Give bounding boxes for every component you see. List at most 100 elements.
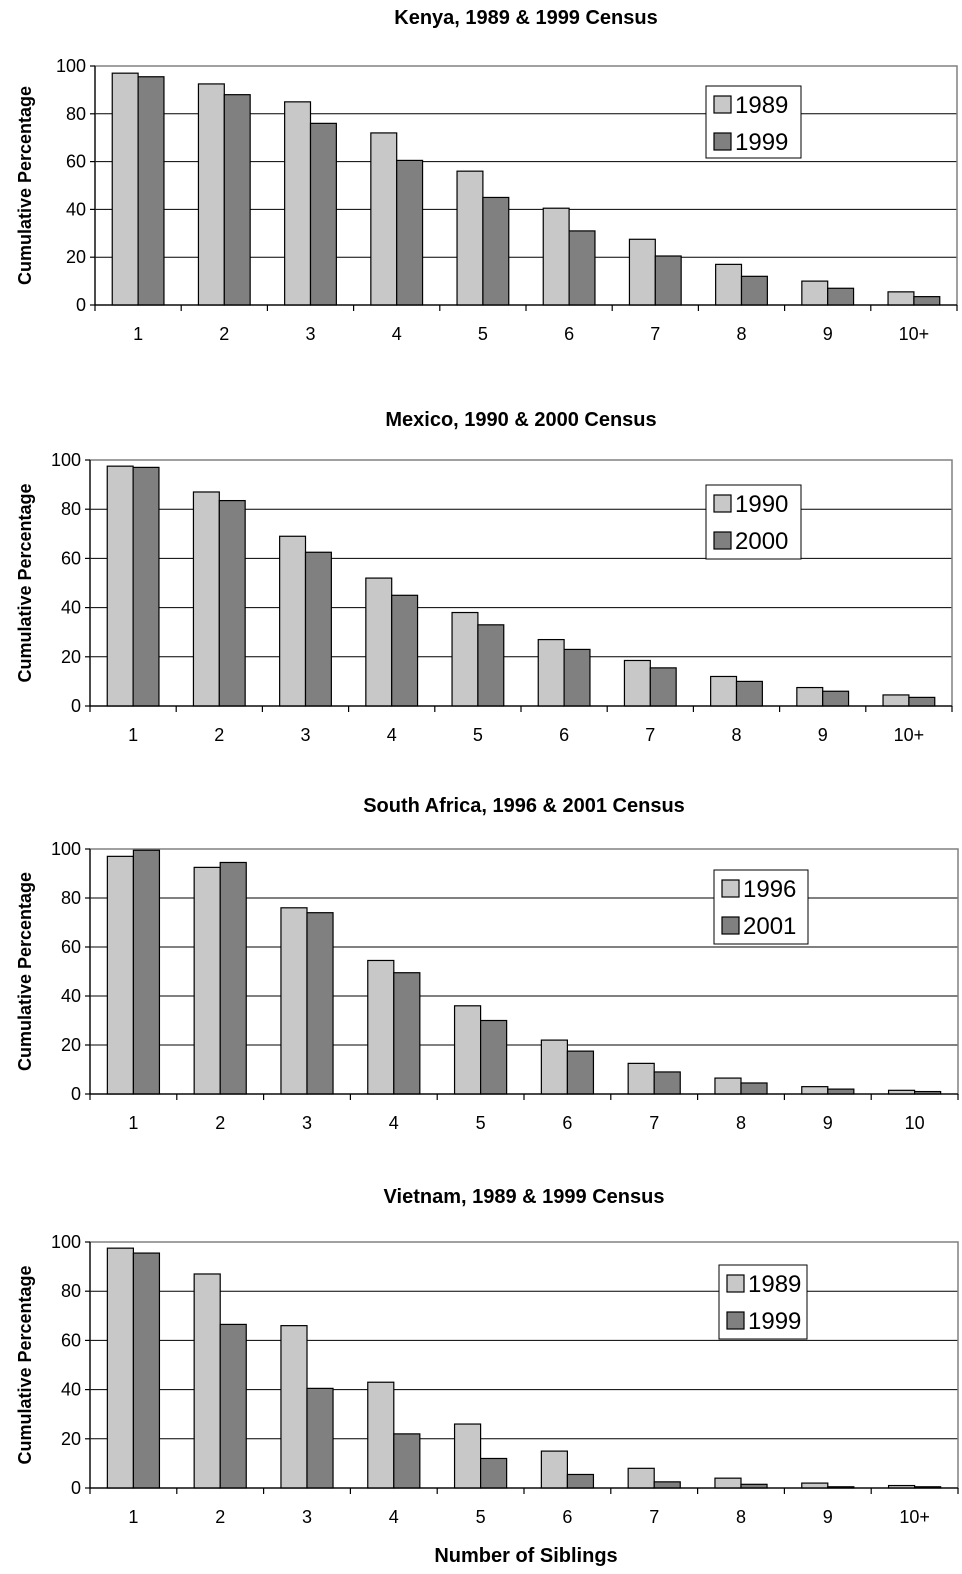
bar-1996-4 [367, 959, 395, 1095]
bar-1990-9 [796, 686, 824, 707]
bar-1989-7 [628, 238, 656, 306]
bar-1989-7 [627, 1467, 655, 1489]
legend-swatch-2000 [713, 531, 732, 550]
legend-label-1999: 1999 [748, 1308, 801, 1335]
x-tick-label: 1 [133, 324, 143, 344]
bar-2001-7 [653, 1071, 681, 1095]
chart-panel-4: Vietnam, 1989 & 1999 Census 0 20 40 60 80 100 1… [15, 1186, 959, 1527]
bar-1990-10+ [882, 694, 910, 707]
bar-1999-4 [396, 159, 424, 306]
legend-label-1999: 1999 [735, 129, 788, 156]
x-tick-label: 6 [559, 725, 569, 745]
bar-1999-6 [568, 230, 596, 306]
y-tick-label: 0 [71, 1084, 81, 1104]
y-tick-label: 0 [76, 295, 86, 315]
bar-1996-1 [106, 855, 135, 1095]
x-tick-label: 4 [387, 725, 397, 745]
bar-1996-8 [714, 1077, 742, 1095]
x-tick-label: 5 [476, 1113, 486, 1133]
bar-1989-4 [367, 1381, 395, 1489]
legend-label-2001: 2001 [743, 913, 796, 940]
chart-panel-2: Mexico, 1990 & 2000 Census 0 20 40 60 80 100 1 2… [15, 409, 953, 745]
bar-2001-3 [306, 912, 334, 1095]
legend: 1989 1999 [705, 85, 802, 159]
x-tick-label: 7 [649, 1113, 659, 1133]
x-tick-label: 8 [736, 1507, 746, 1527]
bar-1989-3 [280, 1325, 308, 1489]
x-tick-label: 1 [128, 1507, 138, 1527]
bar-1999-8 [740, 275, 768, 306]
bar-1996-9 [801, 1086, 829, 1095]
bar-1996-7 [627, 1062, 655, 1095]
bar-1989-6 [540, 1450, 568, 1489]
x-tick-label: 9 [823, 324, 833, 344]
bar-2000-3 [304, 551, 332, 707]
bar-1989-9 [801, 1482, 829, 1489]
bar-1990-4 [365, 577, 393, 707]
y-tick-label: 80 [61, 1281, 81, 1301]
x-tick-label: 7 [650, 324, 660, 344]
bar-2001-1 [132, 849, 161, 1095]
y-tick-label: 80 [61, 499, 81, 519]
chart-title: Kenya, 1989 & 1999 Census [394, 7, 658, 29]
x-tick-label: 6 [562, 1507, 572, 1527]
bar-1990-7 [623, 659, 651, 707]
bar-1989-3 [284, 101, 312, 306]
y-tick-label: 80 [61, 888, 81, 908]
x-tick-label: 8 [736, 324, 746, 344]
bar-1999-9 [827, 287, 855, 306]
bar-1999-5 [482, 196, 510, 306]
bar-1990-5 [451, 611, 479, 707]
y-tick-label: 20 [61, 647, 81, 667]
bar-1990-3 [279, 535, 307, 707]
bar-1996-3 [280, 907, 308, 1095]
y-tick-label: 100 [51, 839, 81, 859]
bar-2001-2 [219, 861, 247, 1095]
legend-label-2000: 2000 [735, 528, 788, 555]
bar-1996-5 [453, 1005, 482, 1095]
x-tick-label: 6 [562, 1113, 572, 1133]
bar-1999-4 [393, 1433, 421, 1489]
legend-swatch-1989 [713, 95, 732, 114]
x-tick-label: 1 [128, 1113, 138, 1133]
bar-1990-8 [710, 675, 738, 707]
x-tick-label: 8 [731, 725, 741, 745]
y-tick-label: 40 [61, 1380, 81, 1400]
bar-2000-7 [649, 667, 677, 707]
bar-1999-6 [566, 1473, 595, 1489]
legend-label-1990: 1990 [735, 491, 788, 518]
bar-1989-1 [111, 72, 139, 306]
bar-1999-3 [309, 122, 337, 306]
x-tick-label: 3 [300, 725, 310, 745]
bar-1999-3 [306, 1387, 334, 1489]
x-tick-label: 3 [305, 324, 315, 344]
y-tick-label: 0 [71, 1478, 81, 1498]
x-tick-label: 2 [214, 725, 224, 745]
y-tick-label: 60 [61, 937, 81, 957]
y-tick-label: 40 [61, 598, 81, 618]
bar-1999-2 [219, 1323, 247, 1489]
y-axis-title: Cumulative Percentage [15, 483, 35, 682]
bar-1989-8 [714, 1477, 742, 1489]
y-axis-title: Cumulative Percentage [15, 1265, 35, 1464]
x-tick-label: 7 [645, 725, 655, 745]
bar-1990-6 [537, 638, 565, 707]
bar-1989-9 [801, 280, 829, 306]
chart-title: South Africa, 1996 & 2001 Census [363, 795, 685, 817]
bar-2000-1 [132, 466, 160, 707]
bar-1989-5 [453, 1423, 482, 1489]
bar-1999-1 [132, 1252, 161, 1489]
y-tick-label: 20 [61, 1035, 81, 1055]
bar-1999-10+ [913, 296, 941, 306]
y-tick-label: 40 [61, 986, 81, 1006]
bar-1989-4 [370, 132, 398, 306]
chart-title: Vietnam, 1989 & 1999 Census [384, 1186, 665, 1208]
x-tick-label: 10 [905, 1113, 925, 1133]
chart-panel-1: Kenya, 1989 & 1999 Census 0 20 40 60 80 100 1 2 3… [15, 7, 958, 344]
y-axis-title: Cumulative Percentage [15, 872, 35, 1071]
x-tick-label: 5 [473, 725, 483, 745]
bar-2000-5 [477, 624, 505, 707]
y-tick-label: 100 [51, 450, 81, 470]
bar-1996-6 [540, 1039, 568, 1095]
